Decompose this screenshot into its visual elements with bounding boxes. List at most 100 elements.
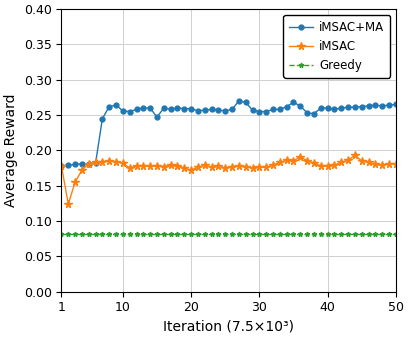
iMSAC bbox=[155, 164, 160, 168]
iMSAC+MA bbox=[284, 104, 289, 108]
Greedy bbox=[230, 232, 235, 236]
Greedy bbox=[161, 232, 166, 236]
iMSAC bbox=[305, 159, 310, 163]
Greedy bbox=[257, 232, 262, 236]
iMSAC bbox=[120, 161, 125, 165]
Greedy bbox=[243, 232, 248, 236]
iMSAC+MA bbox=[311, 112, 316, 116]
iMSAC+MA bbox=[80, 162, 84, 166]
iMSAC bbox=[100, 160, 105, 164]
iMSAC+MA bbox=[59, 164, 64, 168]
Greedy bbox=[298, 232, 303, 236]
Greedy bbox=[195, 232, 200, 236]
iMSAC bbox=[59, 164, 64, 168]
iMSAC+MA bbox=[148, 106, 153, 110]
Greedy bbox=[311, 232, 316, 236]
iMSAC bbox=[134, 164, 139, 168]
Greedy bbox=[223, 232, 228, 236]
iMSAC+MA bbox=[93, 161, 98, 165]
Greedy bbox=[386, 232, 391, 236]
iMSAC+MA bbox=[182, 107, 187, 111]
iMSAC+MA bbox=[325, 106, 330, 110]
iMSAC+MA bbox=[113, 103, 118, 107]
iMSAC bbox=[141, 164, 146, 168]
iMSAC+MA bbox=[107, 104, 112, 108]
iMSAC+MA bbox=[277, 107, 282, 112]
Greedy bbox=[284, 232, 289, 236]
iMSAC bbox=[318, 164, 323, 168]
Greedy bbox=[393, 232, 398, 236]
Y-axis label: Average Reward: Average Reward bbox=[4, 94, 18, 207]
Greedy bbox=[346, 232, 350, 236]
iMSAC bbox=[86, 162, 91, 166]
X-axis label: Iteration (7.5×10³): Iteration (7.5×10³) bbox=[163, 320, 294, 334]
iMSAC+MA bbox=[202, 108, 207, 112]
iMSAC bbox=[284, 158, 289, 162]
iMSAC+MA bbox=[318, 106, 323, 110]
iMSAC+MA bbox=[250, 108, 255, 112]
iMSAC bbox=[127, 166, 132, 170]
iMSAC bbox=[257, 165, 262, 169]
Greedy bbox=[155, 232, 160, 236]
Line: iMSAC+MA: iMSAC+MA bbox=[59, 98, 398, 168]
iMSAC+MA bbox=[298, 104, 303, 108]
iMSAC+MA bbox=[168, 107, 173, 112]
iMSAC bbox=[230, 165, 235, 169]
Greedy bbox=[86, 232, 91, 236]
Greedy bbox=[209, 232, 214, 236]
iMSAC+MA bbox=[366, 104, 371, 108]
iMSAC+MA bbox=[66, 163, 71, 167]
Greedy bbox=[325, 232, 330, 236]
Greedy bbox=[380, 232, 385, 236]
iMSAC bbox=[332, 163, 337, 167]
iMSAC bbox=[168, 163, 173, 167]
iMSAC bbox=[175, 164, 180, 168]
iMSAC bbox=[298, 155, 303, 159]
iMSAC bbox=[386, 162, 391, 166]
iMSAC+MA bbox=[127, 110, 132, 114]
iMSAC+MA bbox=[305, 111, 310, 115]
Greedy bbox=[359, 232, 364, 236]
iMSAC bbox=[393, 162, 398, 166]
Greedy bbox=[366, 232, 371, 236]
Greedy bbox=[332, 232, 337, 236]
iMSAC+MA bbox=[243, 100, 248, 104]
iMSAC bbox=[182, 166, 187, 170]
iMSAC+MA bbox=[223, 109, 228, 113]
iMSAC+MA bbox=[175, 106, 180, 110]
iMSAC+MA bbox=[73, 163, 78, 167]
iMSAC+MA bbox=[373, 103, 378, 107]
iMSAC bbox=[223, 166, 228, 170]
Greedy bbox=[202, 232, 207, 236]
iMSAC+MA bbox=[291, 100, 296, 104]
iMSAC+MA bbox=[134, 107, 139, 112]
iMSAC bbox=[236, 164, 241, 168]
iMSAC+MA bbox=[380, 104, 385, 108]
iMSAC+MA bbox=[339, 106, 344, 110]
Greedy bbox=[182, 232, 187, 236]
Greedy bbox=[271, 232, 275, 236]
iMSAC bbox=[325, 164, 330, 168]
iMSAC bbox=[80, 168, 84, 172]
Greedy bbox=[107, 232, 112, 236]
Greedy bbox=[373, 232, 378, 236]
Greedy bbox=[168, 232, 173, 236]
Greedy bbox=[141, 232, 146, 236]
Legend: iMSAC+MA, iMSAC, Greedy: iMSAC+MA, iMSAC, Greedy bbox=[284, 15, 390, 78]
iMSAC+MA bbox=[216, 108, 221, 112]
iMSAC+MA bbox=[386, 103, 391, 107]
iMSAC bbox=[291, 159, 296, 163]
iMSAC+MA bbox=[155, 115, 160, 119]
iMSAC bbox=[66, 202, 71, 206]
iMSAC+MA bbox=[120, 109, 125, 113]
Greedy bbox=[148, 232, 153, 236]
Greedy bbox=[100, 232, 105, 236]
Greedy bbox=[175, 232, 180, 236]
iMSAC bbox=[107, 159, 112, 163]
iMSAC+MA bbox=[346, 105, 350, 109]
Greedy bbox=[305, 232, 310, 236]
iMSAC bbox=[359, 159, 364, 163]
iMSAC+MA bbox=[332, 107, 337, 112]
iMSAC+MA bbox=[188, 107, 193, 111]
Greedy bbox=[127, 232, 132, 236]
